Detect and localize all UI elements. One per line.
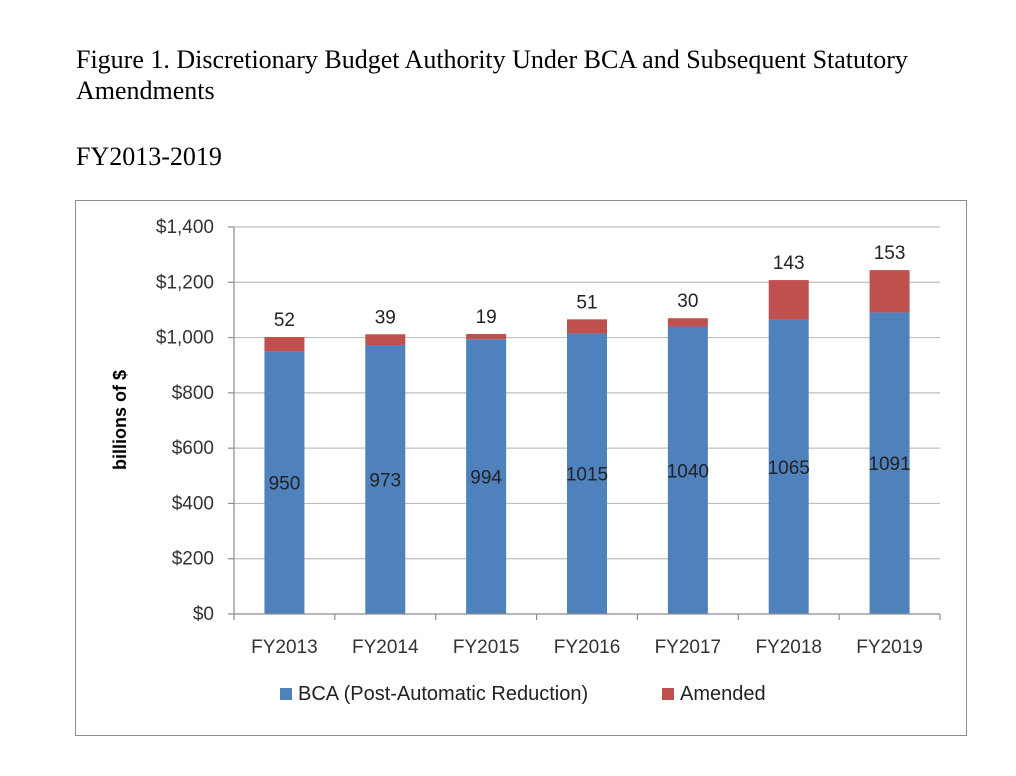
data-label-bca: 1015	[566, 465, 608, 486]
bar-amended-fy2019	[869, 270, 910, 313]
x-tick-label: FY2014	[352, 637, 419, 658]
y-tick-label: $800	[172, 383, 214, 404]
bar-amended-fy2016	[567, 319, 607, 334]
data-label-bca: 994	[470, 468, 502, 489]
y-tick-label: $200	[172, 549, 214, 570]
data-label-amended: 51	[576, 292, 597, 313]
bar-bca-fy2019	[869, 312, 910, 614]
y-tick-label: $600	[172, 438, 214, 459]
bar-bca-fy2016	[567, 333, 607, 614]
legend-swatch-bca	[280, 688, 292, 700]
bar-bca-fy2014	[365, 345, 406, 614]
x-tick-label: FY2019	[856, 637, 923, 658]
data-label-amended: 153	[874, 243, 906, 264]
y-axis-label: billions of $	[110, 370, 130, 470]
data-label-bca: 973	[369, 471, 401, 492]
data-label-amended: 19	[476, 307, 497, 328]
x-tick-label: FY2018	[755, 637, 822, 658]
x-tick-label: FY2015	[453, 637, 520, 658]
data-label-amended: 143	[773, 253, 805, 274]
bar-bca-fy2015	[466, 339, 507, 614]
y-tick-label: $1,400	[156, 217, 214, 238]
bar-amended-fy2017	[667, 318, 708, 327]
bar-bca-fy2018	[768, 319, 809, 614]
data-label-amended: 52	[274, 310, 295, 331]
y-tick-label: $400	[172, 493, 214, 514]
legend-label-amended: Amended	[680, 683, 766, 705]
bar-bca-fy2017	[667, 326, 708, 614]
bar-amended-fy2014	[365, 334, 406, 346]
data-label-bca: 1091	[868, 454, 910, 475]
x-tick-label: FY2016	[554, 637, 621, 658]
y-tick-label: $0	[193, 604, 214, 625]
x-axis: FY2013 FY2014 FY2015 FY2016 FY2017 FY2018 FY20…	[233, 613, 941, 658]
figure-title: Figure 1. Discretionary Budget Authority…	[76, 45, 908, 105]
y-tick-label: $1,200	[156, 272, 214, 293]
legend-swatch-amended	[662, 688, 674, 700]
bars: 950 52 973 39 994 19 1015 51 1040 30 1065 143 1091 15…	[264, 243, 911, 614]
x-tick-label: FY2013	[251, 637, 318, 658]
data-label-bca: 1040	[667, 461, 709, 482]
data-label-bca: 1065	[768, 458, 810, 479]
bar-amended-fy2015	[466, 333, 507, 340]
data-label-bca: 950	[269, 474, 301, 495]
legend-label-bca: BCA (Post-Automatic Reduction)	[298, 683, 588, 705]
figure-subtitle: FY2013-2019	[76, 142, 222, 171]
bar-amended-fy2018	[768, 280, 809, 320]
x-tick-label: FY2017	[655, 637, 722, 658]
bar-amended-fy2013	[264, 337, 305, 352]
legend: BCA (Post-Automatic Reduction) Amended	[280, 683, 766, 705]
data-label-amended: 39	[375, 307, 396, 328]
chart-frame	[75, 200, 967, 736]
bar-bca-fy2013	[264, 351, 305, 614]
y-axis: $0 $200 $400 $600 $800 $1,000 $1,200 $1,400	[156, 217, 235, 625]
y-tick-label: $1,000	[156, 328, 214, 349]
data-label-amended: 30	[677, 291, 698, 312]
